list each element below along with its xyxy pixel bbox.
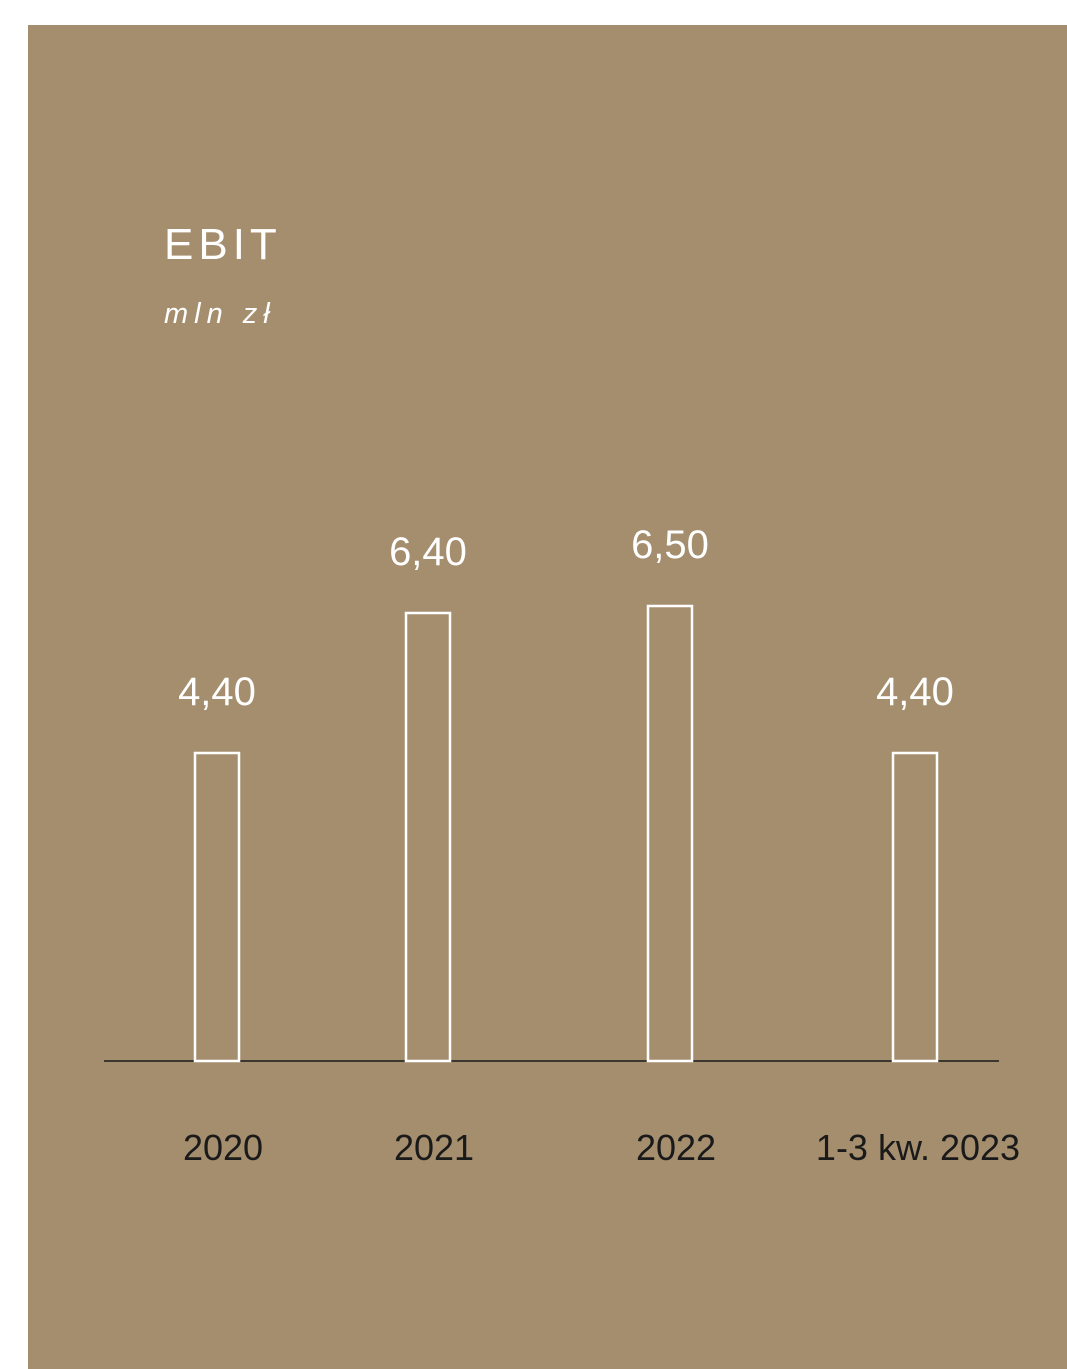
chart-panel: EBIT mln zł 4,40 2020 6,40 2021 6,50 2022 4,40…	[28, 25, 1067, 1369]
value-label-2: 6,40	[389, 530, 467, 574]
chart-subtitle: mln zł	[164, 298, 276, 330]
bar-chart: 4,40 2020 6,40 2021 6,50 2022 4,40 1-3 kw. 2023	[104, 523, 1020, 1168]
value-label-1: 4,40	[178, 670, 256, 714]
bar-1	[193, 751, 241, 1063]
category-label-3: 2022	[636, 1127, 716, 1168]
category-label-4: 1-3 kw. 2023	[816, 1127, 1020, 1168]
category-label-2: 2021	[394, 1127, 474, 1168]
value-label-3: 6,50	[631, 523, 709, 567]
chart-title: EBIT	[164, 220, 282, 269]
value-label-4: 4,40	[876, 670, 954, 714]
category-label-1: 2020	[183, 1127, 263, 1168]
bar-3	[646, 604, 694, 1063]
bar-2	[404, 611, 452, 1063]
bar-4	[891, 751, 939, 1063]
